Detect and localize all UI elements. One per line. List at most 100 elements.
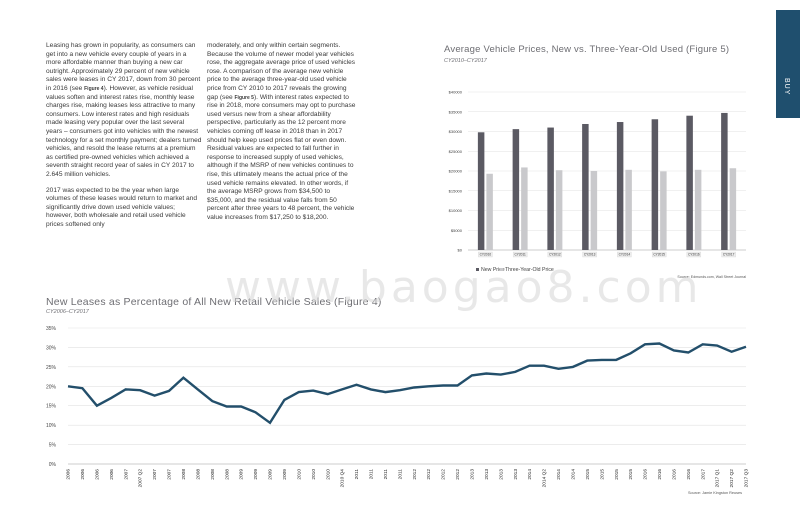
line-chart-title: New Leases as Percentage of All New Reta… <box>46 296 382 308</box>
x-tick-label: CY2015 <box>653 253 665 257</box>
bar-new-price <box>616 122 624 250</box>
x-tick-label: 2015 <box>614 469 620 480</box>
x-tick-label: 2014 <box>571 469 577 480</box>
x-tick-box <box>686 251 702 258</box>
x-tick-label: 2007 Q2 <box>138 469 144 488</box>
text-column-1: Leasing has grown in popularity, as cons… <box>46 42 202 236</box>
y-tick-label: $20000 <box>449 169 463 174</box>
bar-new-price <box>512 129 520 250</box>
legend-swatch <box>500 268 503 271</box>
bar-three-year-old-price <box>521 167 528 250</box>
x-tick-label: 2006 <box>95 469 101 480</box>
x-tick-label: 2016 <box>657 469 663 480</box>
y-tick-label: $40000 <box>449 90 463 95</box>
x-tick-label: 2015 <box>628 469 634 480</box>
x-tick-label: 2015 <box>585 469 591 480</box>
x-tick-label: 2008 <box>224 469 230 480</box>
line-chart-y-ticks: 0% 5% 10% 15% 20% 25% 30% 35% <box>46 326 57 468</box>
y-tick-label: 30% <box>46 345 57 351</box>
bar-chart: $0 $5000 $10000 $15000 $20000 $25000 $30000 $35… <box>449 90 747 280</box>
x-tick-label: 2010 <box>311 469 317 480</box>
x-tick-label: 2017 <box>700 469 706 480</box>
x-tick-box <box>547 251 563 258</box>
x-tick-label: CY2013 <box>584 253 596 257</box>
bar-new-price <box>721 112 728 250</box>
y-tick-label: $35000 <box>449 109 463 114</box>
x-tick-label: CY2017 <box>723 253 735 257</box>
x-tick-label: 2012 <box>412 469 418 480</box>
x-tick-label: 2011 <box>369 469 375 480</box>
y-tick-label: $10000 <box>449 208 463 213</box>
y-tick-label: 10% <box>46 423 57 429</box>
y-tick-label: $0 <box>458 248 463 253</box>
x-tick-label: 2015 <box>599 469 605 480</box>
x-tick-label: 2010 Q4 <box>340 469 346 488</box>
x-tick-label: CY2011 <box>514 253 526 257</box>
bar-three-year-old-price <box>694 169 702 250</box>
x-tick-label: 2008 <box>210 469 216 480</box>
x-tick-label: 2013 <box>513 469 519 480</box>
x-tick-box <box>478 251 493 258</box>
x-tick-box <box>582 251 597 258</box>
bar-three-year-old-price <box>555 170 563 250</box>
line-chart-gridlines <box>68 327 746 465</box>
y-tick-label: $15000 <box>449 188 463 193</box>
line-chart: 0%5%10%15%20%25%30%35% 2006 2006 2006 2006 2… <box>46 326 750 495</box>
x-tick-label: 2014 <box>527 469 533 480</box>
text-column-2: moderately, and only within certain segm… <box>207 42 357 229</box>
x-tick-label: 2006 <box>109 469 115 480</box>
x-tick-label: 2014 Q2 <box>542 469 548 488</box>
x-tick-label: 2017 Q3 <box>744 469 750 488</box>
bar-chart-y-ticks: $0 $5000 $10000 $15000 $20000 $25000 $30000 $35… <box>449 90 463 253</box>
x-tick-label: 2009 <box>282 469 288 480</box>
x-tick-label: 2009 <box>239 469 245 480</box>
x-tick-box <box>512 251 528 258</box>
bar-three-year-old-price <box>486 173 493 250</box>
y-tick-label: 0% <box>49 462 57 468</box>
line-chart-x-ticks: 2006 2006 2006 2006 2007 2007 Q2 2007 2007 2008 2… <box>66 469 750 488</box>
x-tick-label: 2017 Q1 <box>715 469 721 488</box>
bar-chart-title: Average Vehicle Prices, New vs. Three-Ye… <box>444 44 730 55</box>
x-tick-label: 2017 Q2 <box>729 469 735 488</box>
y-tick-label: $5000 <box>451 228 463 233</box>
bar-new-price <box>686 115 693 250</box>
line-chart-subtitle: CY2006–CY2017 <box>46 309 89 315</box>
watermark: www.baogao8.com <box>225 262 703 313</box>
x-tick-label: 2011 <box>383 469 389 480</box>
x-tick-label: 2009 <box>253 469 259 480</box>
x-tick-box <box>721 251 736 258</box>
y-tick-label: 20% <box>46 384 57 390</box>
y-tick-label: 5% <box>49 443 57 449</box>
x-tick-label: 2016 <box>686 469 692 480</box>
y-tick-label: $30000 <box>449 129 463 134</box>
y-tick-label: 25% <box>46 365 57 371</box>
x-tick-label: 2013 <box>484 469 490 480</box>
x-tick-label: 2016 <box>672 469 678 480</box>
bar-three-year-old-price <box>590 171 598 250</box>
bar-chart-legend: New Price Three-Year-Old Price <box>476 267 554 273</box>
side-section-tab[interactable]: BUY <box>752 0 800 118</box>
x-tick-label: 2014 <box>556 469 562 480</box>
bar-chart-bars <box>477 112 737 250</box>
x-tick-box <box>651 251 667 258</box>
bar-three-year-old-price <box>625 169 632 250</box>
bar-new-price <box>582 123 589 250</box>
paragraph: 2017 was expected to be the year when la… <box>46 186 198 228</box>
x-tick-label: 2007 <box>152 469 158 480</box>
bar-new-price <box>477 132 485 250</box>
line-chart-source: Source: Jamie Kingston Reuses <box>688 491 742 495</box>
x-tick-label: 2012 <box>455 469 461 480</box>
x-tick-label: 2011 <box>397 469 403 480</box>
bar-chart-gridlines <box>468 91 746 251</box>
x-tick-label: CY2016 <box>688 253 700 257</box>
x-tick-label: 2006 <box>80 469 86 480</box>
x-tick-label: 2013 <box>498 469 504 480</box>
bar-new-price <box>547 127 554 250</box>
x-tick-label: 2013 <box>470 469 476 480</box>
legend-swatch <box>476 268 479 271</box>
bar-three-year-old-price <box>729 168 737 250</box>
x-tick-label: CY2010 <box>480 253 492 257</box>
paragraph: moderately, and only within certain segm… <box>207 42 356 221</box>
bar-chart-x-ticks: CY2010 CY2011 CY2012 CY2013 CY2014 CY2015 CY20… <box>478 251 736 258</box>
side-tab-label: BUY <box>783 78 790 96</box>
